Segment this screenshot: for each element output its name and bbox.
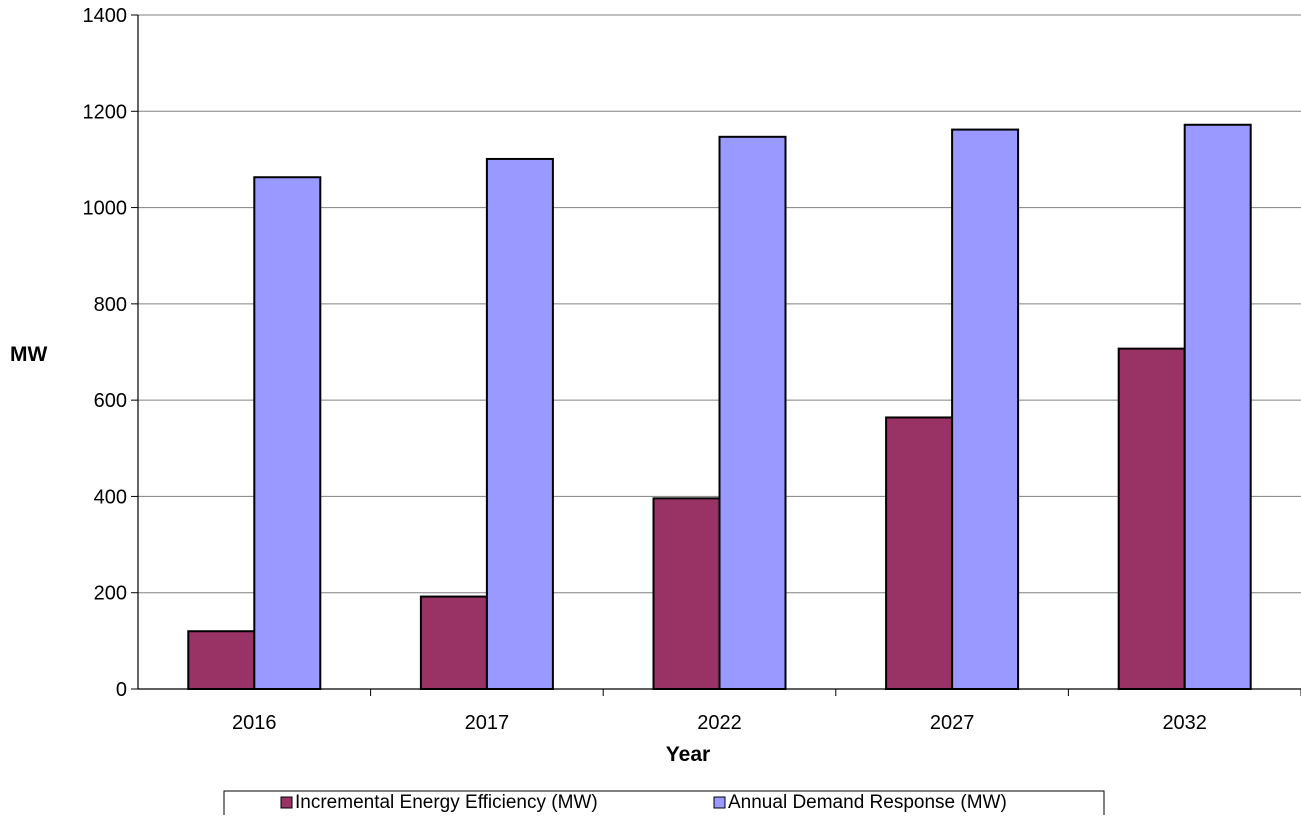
- y-tick-label: 800: [94, 294, 127, 316]
- x-tick-label: 2017: [465, 712, 510, 734]
- x-tick-label: 2027: [930, 712, 975, 734]
- bar-incremental-energy-efficiency: [654, 498, 720, 689]
- y-axis-title: MW: [10, 343, 47, 366]
- x-tick-label: 2022: [697, 712, 742, 734]
- legend-label-annual-demand-response: Annual Demand Response (MW): [728, 792, 1007, 813]
- bar-annual-demand-response: [952, 130, 1018, 689]
- x-axis-title: Year: [666, 743, 710, 766]
- y-tick-label: 1400: [83, 5, 128, 27]
- bar-annual-demand-response: [254, 177, 320, 689]
- x-tick-label: 2016: [232, 712, 277, 734]
- x-tick-label: 2032: [1162, 712, 1207, 734]
- y-tick-label: 0: [116, 679, 127, 701]
- legend-label-incremental-energy-efficiency: Incremental Energy Efficiency (MW): [295, 792, 598, 813]
- bar-incremental-energy-efficiency: [421, 597, 487, 689]
- bar-incremental-energy-efficiency: [886, 417, 952, 689]
- y-tick-label: 1000: [83, 198, 128, 220]
- legend-swatch-annual-demand-response: [714, 797, 725, 808]
- y-tick-label: 400: [94, 486, 127, 508]
- y-tick-label: 200: [94, 583, 127, 605]
- bar-annual-demand-response: [720, 137, 786, 689]
- legend-swatch-incremental-energy-efficiency: [281, 797, 292, 808]
- bar-incremental-energy-efficiency: [188, 631, 254, 689]
- y-tick-label: 1200: [83, 101, 128, 123]
- bar-annual-demand-response: [487, 159, 553, 689]
- bar-incremental-energy-efficiency: [1119, 349, 1185, 689]
- bars: [188, 125, 1250, 689]
- legend: Incremental Energy Efficiency (MW) Annua…: [224, 791, 1104, 815]
- y-tick-label: 600: [94, 390, 127, 412]
- bar-annual-demand-response: [1185, 125, 1251, 689]
